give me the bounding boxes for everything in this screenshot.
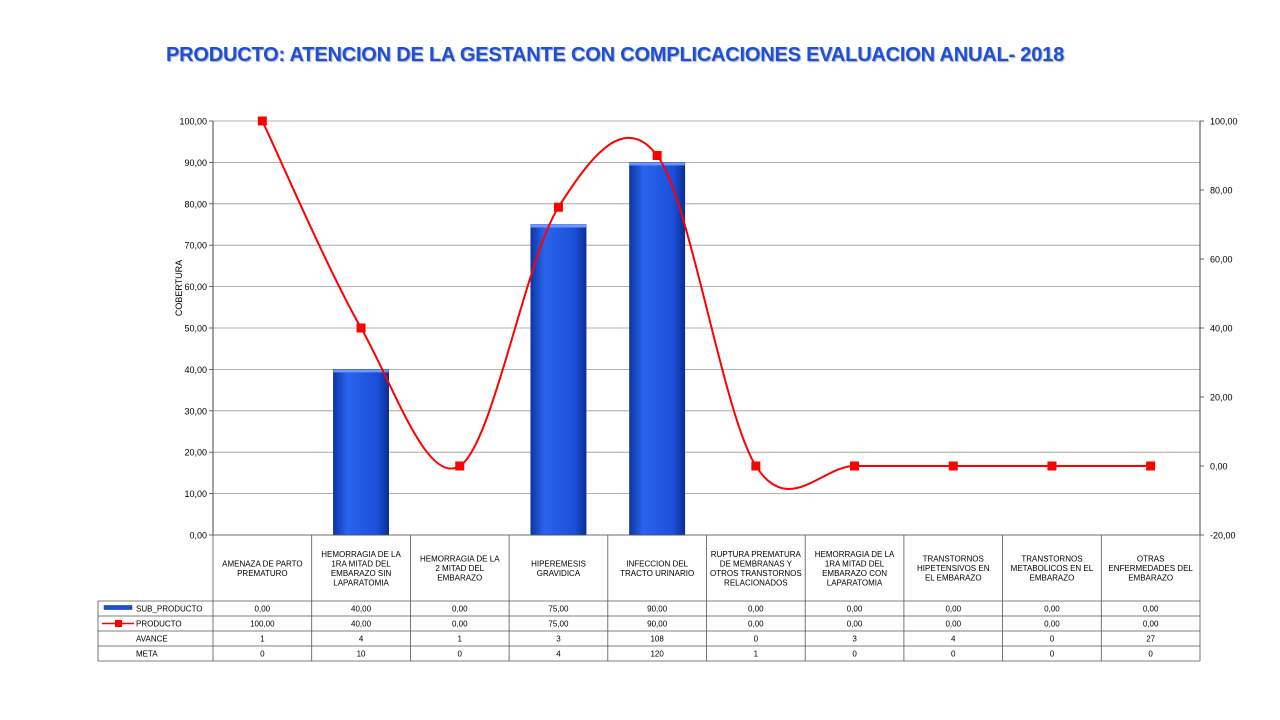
line-marker: [553, 202, 563, 212]
category-label: HIPEREMESIS GRAVIDICA: [531, 559, 586, 578]
line-series: [257, 116, 1156, 490]
y-tick-label: 70,00: [184, 241, 207, 251]
table-cell: 0,00: [1044, 605, 1060, 614]
table-row-name: AVANCE: [136, 635, 168, 644]
table-cell: 0: [951, 650, 956, 659]
table-cell: 108: [650, 635, 664, 644]
table-cell: 3: [556, 635, 561, 644]
table-row-name: META: [136, 650, 158, 659]
category-label: HEMORRAGIA DE LA 1RA MITAD DEL EMBARAZO CO…: [815, 550, 895, 588]
table-cell: 0,00: [1143, 620, 1159, 629]
table-cell: 40,00: [351, 620, 372, 629]
legend-swatch-marker: [115, 620, 122, 627]
table-cell: 90,00: [647, 620, 668, 629]
table-cell: 10: [357, 650, 366, 659]
category-label: HEMORRAGIA DE LA 2 MITAD DEL EMBARAZO: [420, 555, 500, 583]
bar: [333, 369, 389, 536]
y-tick-label: 20,00: [184, 448, 207, 458]
table-cell: 3: [852, 635, 857, 644]
table-cell: 100,00: [250, 620, 275, 629]
table-cell: 75,00: [548, 605, 569, 614]
legend-swatch-bar: [103, 605, 133, 610]
y2-tick-label: -20,00: [1210, 531, 1236, 541]
table-row-name: SUB_PRODUCTO: [136, 605, 203, 614]
table-cell: 27: [1146, 635, 1155, 644]
y-tick-label: 90,00: [184, 158, 207, 168]
table-cell: 0,00: [847, 605, 863, 614]
y-tick-label: 50,00: [184, 324, 207, 334]
table-cell: 0,00: [452, 620, 468, 629]
bar: [530, 224, 587, 536]
table-cell: 90,00: [647, 605, 668, 614]
table-cell: 40,00: [351, 605, 372, 614]
table-cell: 0: [260, 650, 265, 659]
y2-tick-label: 80,00: [1210, 186, 1233, 196]
table-cell: 0: [852, 650, 857, 659]
y-tick-label: 100,00: [179, 117, 207, 127]
y-tick-label: 80,00: [184, 199, 207, 209]
table-row-name: PRODUCTO: [136, 620, 182, 629]
axes: 0,00 10,00 20,00 30,00 40,00 50,00 60,00 70,00 8…: [174, 117, 1238, 541]
table-cell: 4: [556, 650, 561, 659]
line-marker: [257, 116, 267, 126]
bar-top: [333, 369, 389, 373]
line-path: [261, 120, 1151, 490]
category-label: HEMORRAGIA DE LA 1RA MITAD DEL EMBARAZO SI…: [321, 550, 401, 588]
y2-tick-label: 100,00: [1210, 117, 1238, 127]
line-marker: [455, 461, 465, 471]
bar-top: [629, 162, 685, 166]
table-cell: 4: [359, 635, 364, 644]
page-title: PRODUCTO: ATENCION DE LA GESTANTE CON CO…: [165, 44, 1064, 66]
y-tick-label: 40,00: [184, 365, 207, 375]
line-marker: [850, 461, 860, 471]
table-cell: 0,00: [945, 620, 961, 629]
y-axis-label: COBERTURA: [174, 260, 184, 316]
table-cell: 0: [1050, 650, 1055, 659]
line-marker: [751, 461, 761, 471]
table-cell: 4: [951, 635, 956, 644]
table-cell: 1: [260, 635, 265, 644]
table-cell: 0,00: [1143, 605, 1159, 614]
table-cell: 0,00: [452, 605, 468, 614]
line-marker: [1146, 461, 1156, 471]
y2-tick-label: 0,00: [1210, 462, 1228, 472]
category-label: AMENAZA DE PARTO PREMATURO: [222, 559, 302, 578]
table-cell: 0,00: [847, 620, 863, 629]
bar-series: [333, 162, 686, 536]
y2-tick-label: 20,00: [1210, 393, 1233, 403]
y-tick-label: 30,00: [184, 406, 207, 416]
table-cell: 1: [754, 650, 759, 659]
category-label: TRANSTORNOS HIPETENSIVOS EN EL EMBARAZO: [917, 555, 990, 583]
data-table: AMENAZA DE PARTO PREMATURO HEMORRAGIA DE L…: [97, 534, 1201, 662]
category-label: RUPTURA PREMATURA DE MEMBRANAS Y OTROS TRA…: [710, 550, 802, 588]
table-cell: 0: [1148, 650, 1153, 659]
y2-tick-label: 60,00: [1210, 255, 1233, 265]
table-cell: 0,00: [1044, 620, 1060, 629]
table-cell: 75,00: [548, 620, 569, 629]
table-cell: 120: [650, 650, 664, 659]
y-tick-label: 10,00: [184, 489, 207, 499]
table-cell: 0: [458, 650, 463, 659]
category-label: OTRAS ENFERMEDADES DEL EMBARAZO: [1108, 555, 1193, 583]
bar: [629, 162, 686, 536]
bar-top: [530, 224, 587, 228]
table-cell: 0: [1050, 635, 1055, 644]
line-marker: [948, 461, 958, 471]
category-label: INFECCION DEL TRACTO URINARIO: [620, 559, 694, 578]
line-marker: [1047, 461, 1057, 471]
table-cell: 0,00: [255, 605, 271, 614]
table-cell: 0,00: [945, 605, 961, 614]
y-tick-label: 60,00: [184, 282, 207, 292]
y-tick-label: 0,00: [189, 531, 207, 541]
category-label: TRANSTORNOS METABOLICOS EN EL EMBARAZO: [1011, 555, 1094, 583]
y2-tick-label: 40,00: [1210, 324, 1233, 334]
table-cell: 1: [458, 635, 463, 644]
line-marker: [652, 151, 662, 160]
table-cell: 0,00: [748, 605, 764, 614]
table-cell: 0,00: [748, 620, 764, 629]
line-marker: [356, 323, 366, 333]
table-cell: 0: [754, 635, 759, 644]
